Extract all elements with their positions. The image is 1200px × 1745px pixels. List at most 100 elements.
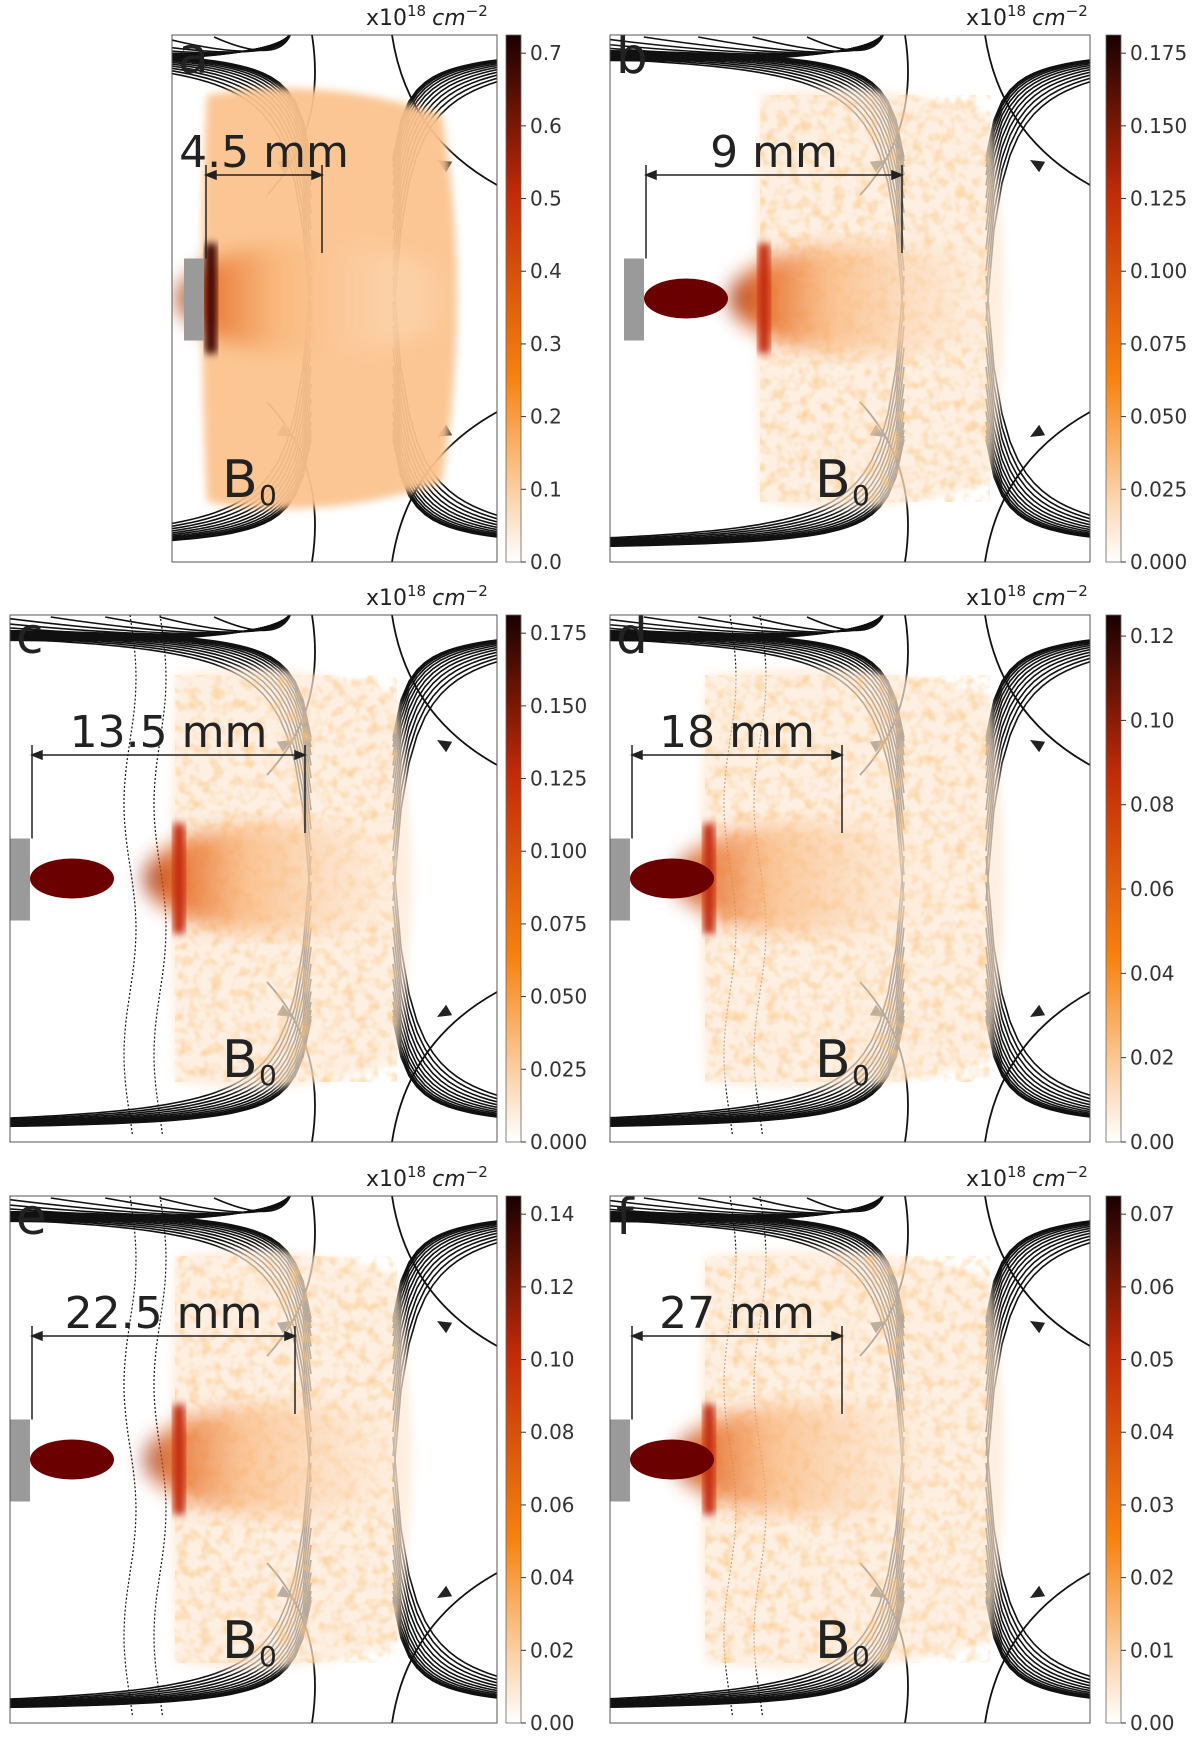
panel-b-plot (610, 35, 1090, 562)
panel-f: 27 mm f B 0 0.00 0.01 0.02 0.03 0.04 0.05 0.06 0.07… (609, 1163, 1175, 1735)
pellet-ellipse (630, 858, 714, 899)
unit-suffix-exponent: −2 (466, 2, 488, 20)
field-lines (10, 629, 497, 1128)
field-label-subscript: 0 (259, 1640, 277, 1673)
unit-exponent: 18 (1007, 2, 1026, 20)
colorbar-tick-label: 0.04 (1130, 961, 1175, 985)
colorbar-tick-label: 0.02 (1130, 1046, 1175, 1070)
unit-exponent: 18 (407, 582, 426, 600)
unit-exponent: 18 (407, 2, 426, 20)
unit-suffix: cm (432, 586, 466, 611)
distance-label: 18 mm (659, 707, 815, 758)
colorbar-tick-label: 0.000 (530, 1130, 587, 1154)
panel-d-plot (610, 615, 1090, 1142)
plot-frame (9, 1195, 498, 1724)
field-arrow-icon (437, 1321, 453, 1334)
distance-label: 4.5 mm (179, 127, 349, 178)
density-map-b (730, 88, 1010, 509)
colorbar-tick-label: 0.175 (1130, 41, 1187, 65)
colorbar-tick-label: 0.150 (1130, 114, 1187, 138)
plot-frame (609, 614, 1091, 1143)
colorbar-tick-label: 0.4 (530, 259, 562, 283)
target-bar (10, 838, 30, 921)
unit-exponent: 18 (1007, 1163, 1026, 1181)
unit-prefix: x10 (966, 586, 1007, 611)
colorbar-gradient (1105, 1195, 1122, 1724)
colorbar-tick-label: 0.02 (530, 1638, 575, 1662)
panel-letter: a (178, 27, 209, 85)
distance-label: 9 mm (710, 127, 838, 178)
field-arrow-icon (437, 1585, 453, 1598)
colorbar-tick-label: 0.2 (530, 405, 562, 429)
colorbar-tick-label: 0.125 (530, 767, 587, 791)
panel-a: 4.5 mm a B 0 0.0 0.1 0.2 0.3 0.4 0.5 0.6 0.7 x1018 cm… (171, 2, 562, 574)
density-map-c (145, 668, 425, 1089)
colorbar-tick-label: 0.075 (1130, 332, 1187, 356)
distance-bracket (29, 1326, 298, 1420)
pellet-ellipse (630, 1439, 714, 1480)
unit-prefix: x10 (366, 6, 407, 31)
colorbar-tick-label: 0.000 (1130, 550, 1187, 574)
colorbar-a: 0.0 0.1 0.2 0.3 0.4 0.5 0.6 0.7 (505, 34, 562, 574)
colorbar-tick-label: 0.050 (1130, 405, 1187, 429)
colorbar-tick-label: 0.025 (530, 1057, 587, 1081)
field-lines (610, 1211, 1090, 1708)
target-bar (624, 258, 644, 341)
field-arrow-icon (1030, 160, 1046, 173)
panel-e-plot (10, 1196, 497, 1723)
panel-f-plot (610, 1196, 1090, 1723)
unit-exponent: 18 (407, 1163, 426, 1181)
colorbar-gradient (1105, 614, 1122, 1143)
panel-d: 18 mmd B 0 0.00 0.02 0.04 0.06 0.08 0.10 0.12 x101… (609, 582, 1175, 1154)
unit-prefix: x10 (366, 1167, 407, 1192)
target-bar (184, 258, 204, 341)
pellet-ellipse (644, 278, 728, 319)
colorbar-tick-label: 0.06 (1130, 1275, 1175, 1299)
field-arrow-icon (1030, 740, 1046, 753)
field-label-subscript: 0 (852, 1059, 870, 1092)
density-map-f (675, 1249, 1005, 1670)
plot-frame (609, 1195, 1091, 1724)
panel-letter: f (616, 1188, 635, 1246)
colorbar-tick-label: 0.06 (1130, 877, 1175, 901)
colorbar-tick-label: 0.01 (1130, 1638, 1175, 1662)
field-lines (172, 55, 497, 542)
unit-suffix-exponent: −2 (1066, 1163, 1088, 1181)
field-label: B (815, 450, 851, 510)
colorbar-tick-label: 0.02 (1130, 1566, 1175, 1590)
plot-frame (9, 614, 498, 1143)
colorbar-tick-label: 0.10 (1130, 708, 1175, 732)
field-lines (10, 1210, 497, 1709)
density-map-e (145, 1249, 425, 1670)
field-label-subscript: 0 (852, 1640, 870, 1673)
colorbar-gradient (505, 614, 522, 1143)
field-label: B (222, 1030, 258, 1090)
pellet-ellipse (30, 858, 114, 899)
panel-letter: b (616, 27, 648, 85)
colorbar-f: 0.00 0.01 0.02 0.03 0.04 0.05 0.06 0.07 (1105, 1195, 1175, 1735)
colorbar-tick-label: 0.05 (1130, 1348, 1175, 1372)
colorbar-tick-label: 0.00 (530, 1711, 575, 1735)
colorbar-tick-label: 0.06 (530, 1493, 575, 1517)
colorbar-tick-label: 0.00 (1130, 1130, 1175, 1154)
field-label-subscript: 0 (852, 479, 870, 512)
colorbar-tick-label: 0.12 (530, 1275, 575, 1299)
distance-label: 22.5 mm (65, 1288, 263, 1339)
unit-label: x1018 cm−2 (366, 2, 488, 31)
colorbar-tick-label: 0.04 (1130, 1420, 1175, 1444)
colorbar-tick-label: 0.00 (1130, 1711, 1175, 1735)
colorbar-gradient (1105, 34, 1122, 563)
target-bar (610, 1419, 630, 1502)
plot-frame (609, 34, 1091, 563)
colorbar-tick-label: 0.075 (530, 912, 587, 936)
unit-label: x1018 cm−2 (966, 582, 1088, 611)
plot-frame (171, 34, 498, 563)
colorbar-tick-label: 0.5 (530, 187, 562, 211)
unit-prefix: x10 (966, 1167, 1007, 1192)
distance-bracket (629, 1326, 845, 1420)
field-arrow-icon (1030, 1004, 1046, 1017)
colorbar-c: 0.000 0.025 0.050 0.075 0.100 0.125 0.150 0.175 (505, 614, 587, 1154)
colorbar-tick-label: 0.1 (530, 477, 562, 501)
unit-suffix: cm (1032, 586, 1066, 611)
